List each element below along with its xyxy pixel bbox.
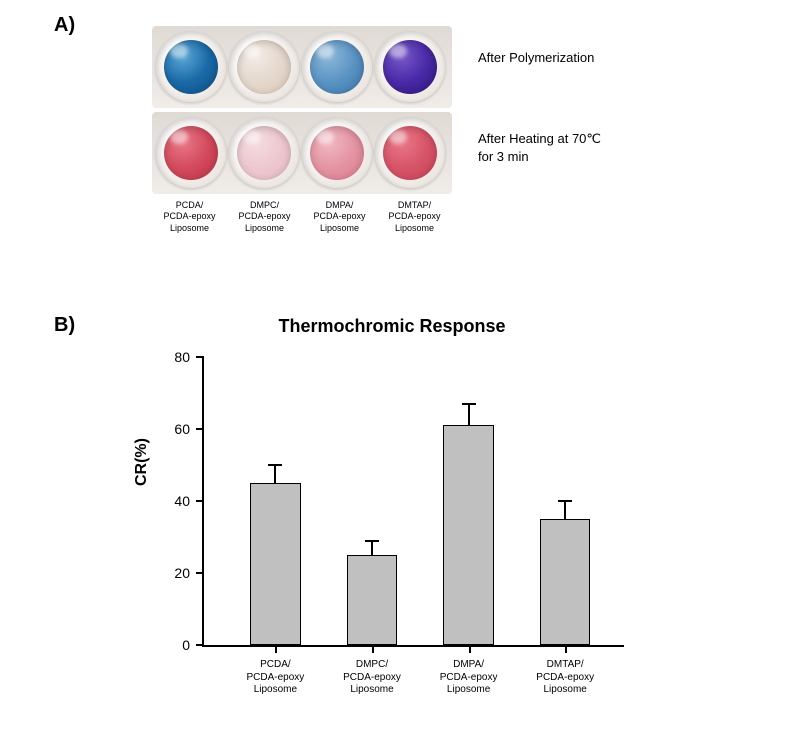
y-tick xyxy=(196,644,204,646)
well-heat-1 xyxy=(229,118,299,188)
well-labels-container: PCDA/PCDA-epoxyLiposomeDMPC/PCDA-epoxyLi… xyxy=(152,200,452,234)
well-highlight xyxy=(389,130,407,144)
panel-a-label: A) xyxy=(54,14,75,37)
y-tick xyxy=(196,572,204,574)
wells-row-heating xyxy=(152,112,452,194)
heating-line1: After Heating at 70 xyxy=(478,131,586,146)
well-heat-2 xyxy=(302,118,372,188)
bar-2 xyxy=(443,425,493,645)
x-tick xyxy=(372,645,374,653)
error-bar xyxy=(371,542,373,556)
y-tick xyxy=(196,428,204,430)
well-label-1: DMPC/PCDA-epoxyLiposome xyxy=(229,200,301,234)
error-bar xyxy=(274,466,276,484)
x-tick-label-0: PCDA/PCDA-epoxyLiposome xyxy=(246,659,304,697)
well-poly-1 xyxy=(229,32,299,102)
well-heat-3 xyxy=(375,118,445,188)
well-highlight xyxy=(243,130,261,144)
x-tick-label-2: DMPA/PCDA-epoxyLiposome xyxy=(440,659,498,697)
x-tick xyxy=(275,645,277,653)
well-heat-0 xyxy=(156,118,226,188)
wells-row-polymerization xyxy=(152,26,452,108)
y-tick-label: 20 xyxy=(174,565,190,581)
well-poly-0 xyxy=(156,32,226,102)
error-cap xyxy=(558,500,572,502)
y-tick-label: 80 xyxy=(174,349,190,365)
well-label-0: PCDA/PCDA-epoxyLiposome xyxy=(154,200,226,234)
condition-heating: After Heating at 70℃ for 3 min xyxy=(478,130,601,165)
y-tick xyxy=(196,500,204,502)
chart-plot: CR(%) 020406080PCDA/PCDA-epoxyLiposomeDM… xyxy=(140,347,644,677)
x-tick-label-3: DMTAP/PCDA-epoxyLiposome xyxy=(536,659,594,697)
error-bar xyxy=(564,502,566,520)
condition-polymerization: After Polymerization xyxy=(478,50,594,65)
error-bar xyxy=(468,405,470,426)
well-highlight xyxy=(243,44,261,58)
well-highlight xyxy=(389,44,407,58)
y-axis-label: CR(%) xyxy=(133,438,151,486)
y-tick-label: 40 xyxy=(174,493,190,509)
well-label-3: DMTAP/PCDA-epoxyLiposome xyxy=(379,200,451,234)
wells-container: PCDA/PCDA-epoxyLiposomeDMPC/PCDA-epoxyLi… xyxy=(152,26,452,234)
degree-symbol: ℃ xyxy=(586,131,601,146)
well-highlight xyxy=(316,44,334,58)
error-cap xyxy=(268,464,282,466)
bar-1 xyxy=(347,555,397,645)
well-poly-3 xyxy=(375,32,445,102)
well-poly-2 xyxy=(302,32,372,102)
plot-area: 020406080PCDA/PCDA-epoxyLiposomeDMPC/PCD… xyxy=(202,357,624,647)
bar-3 xyxy=(540,519,590,645)
bar-0 xyxy=(250,483,300,645)
heating-line2: for 3 min xyxy=(478,149,529,164)
well-highlight xyxy=(170,130,188,144)
well-label-2: DMPA/PCDA-epoxyLiposome xyxy=(304,200,376,234)
x-tick xyxy=(565,645,567,653)
y-tick-label: 0 xyxy=(182,637,190,653)
well-highlight xyxy=(316,130,334,144)
y-tick xyxy=(196,356,204,358)
chart-title: Thermochromic Response xyxy=(140,316,644,337)
x-tick xyxy=(469,645,471,653)
error-cap xyxy=(365,540,379,542)
error-cap xyxy=(462,403,476,405)
well-highlight xyxy=(170,44,188,58)
chart-container: Thermochromic Response CR(%) 020406080PC… xyxy=(140,316,644,716)
y-tick-label: 60 xyxy=(174,421,190,437)
panel-b-label: B) xyxy=(54,314,75,337)
x-tick-label-1: DMPC/PCDA-epoxyLiposome xyxy=(343,659,401,697)
